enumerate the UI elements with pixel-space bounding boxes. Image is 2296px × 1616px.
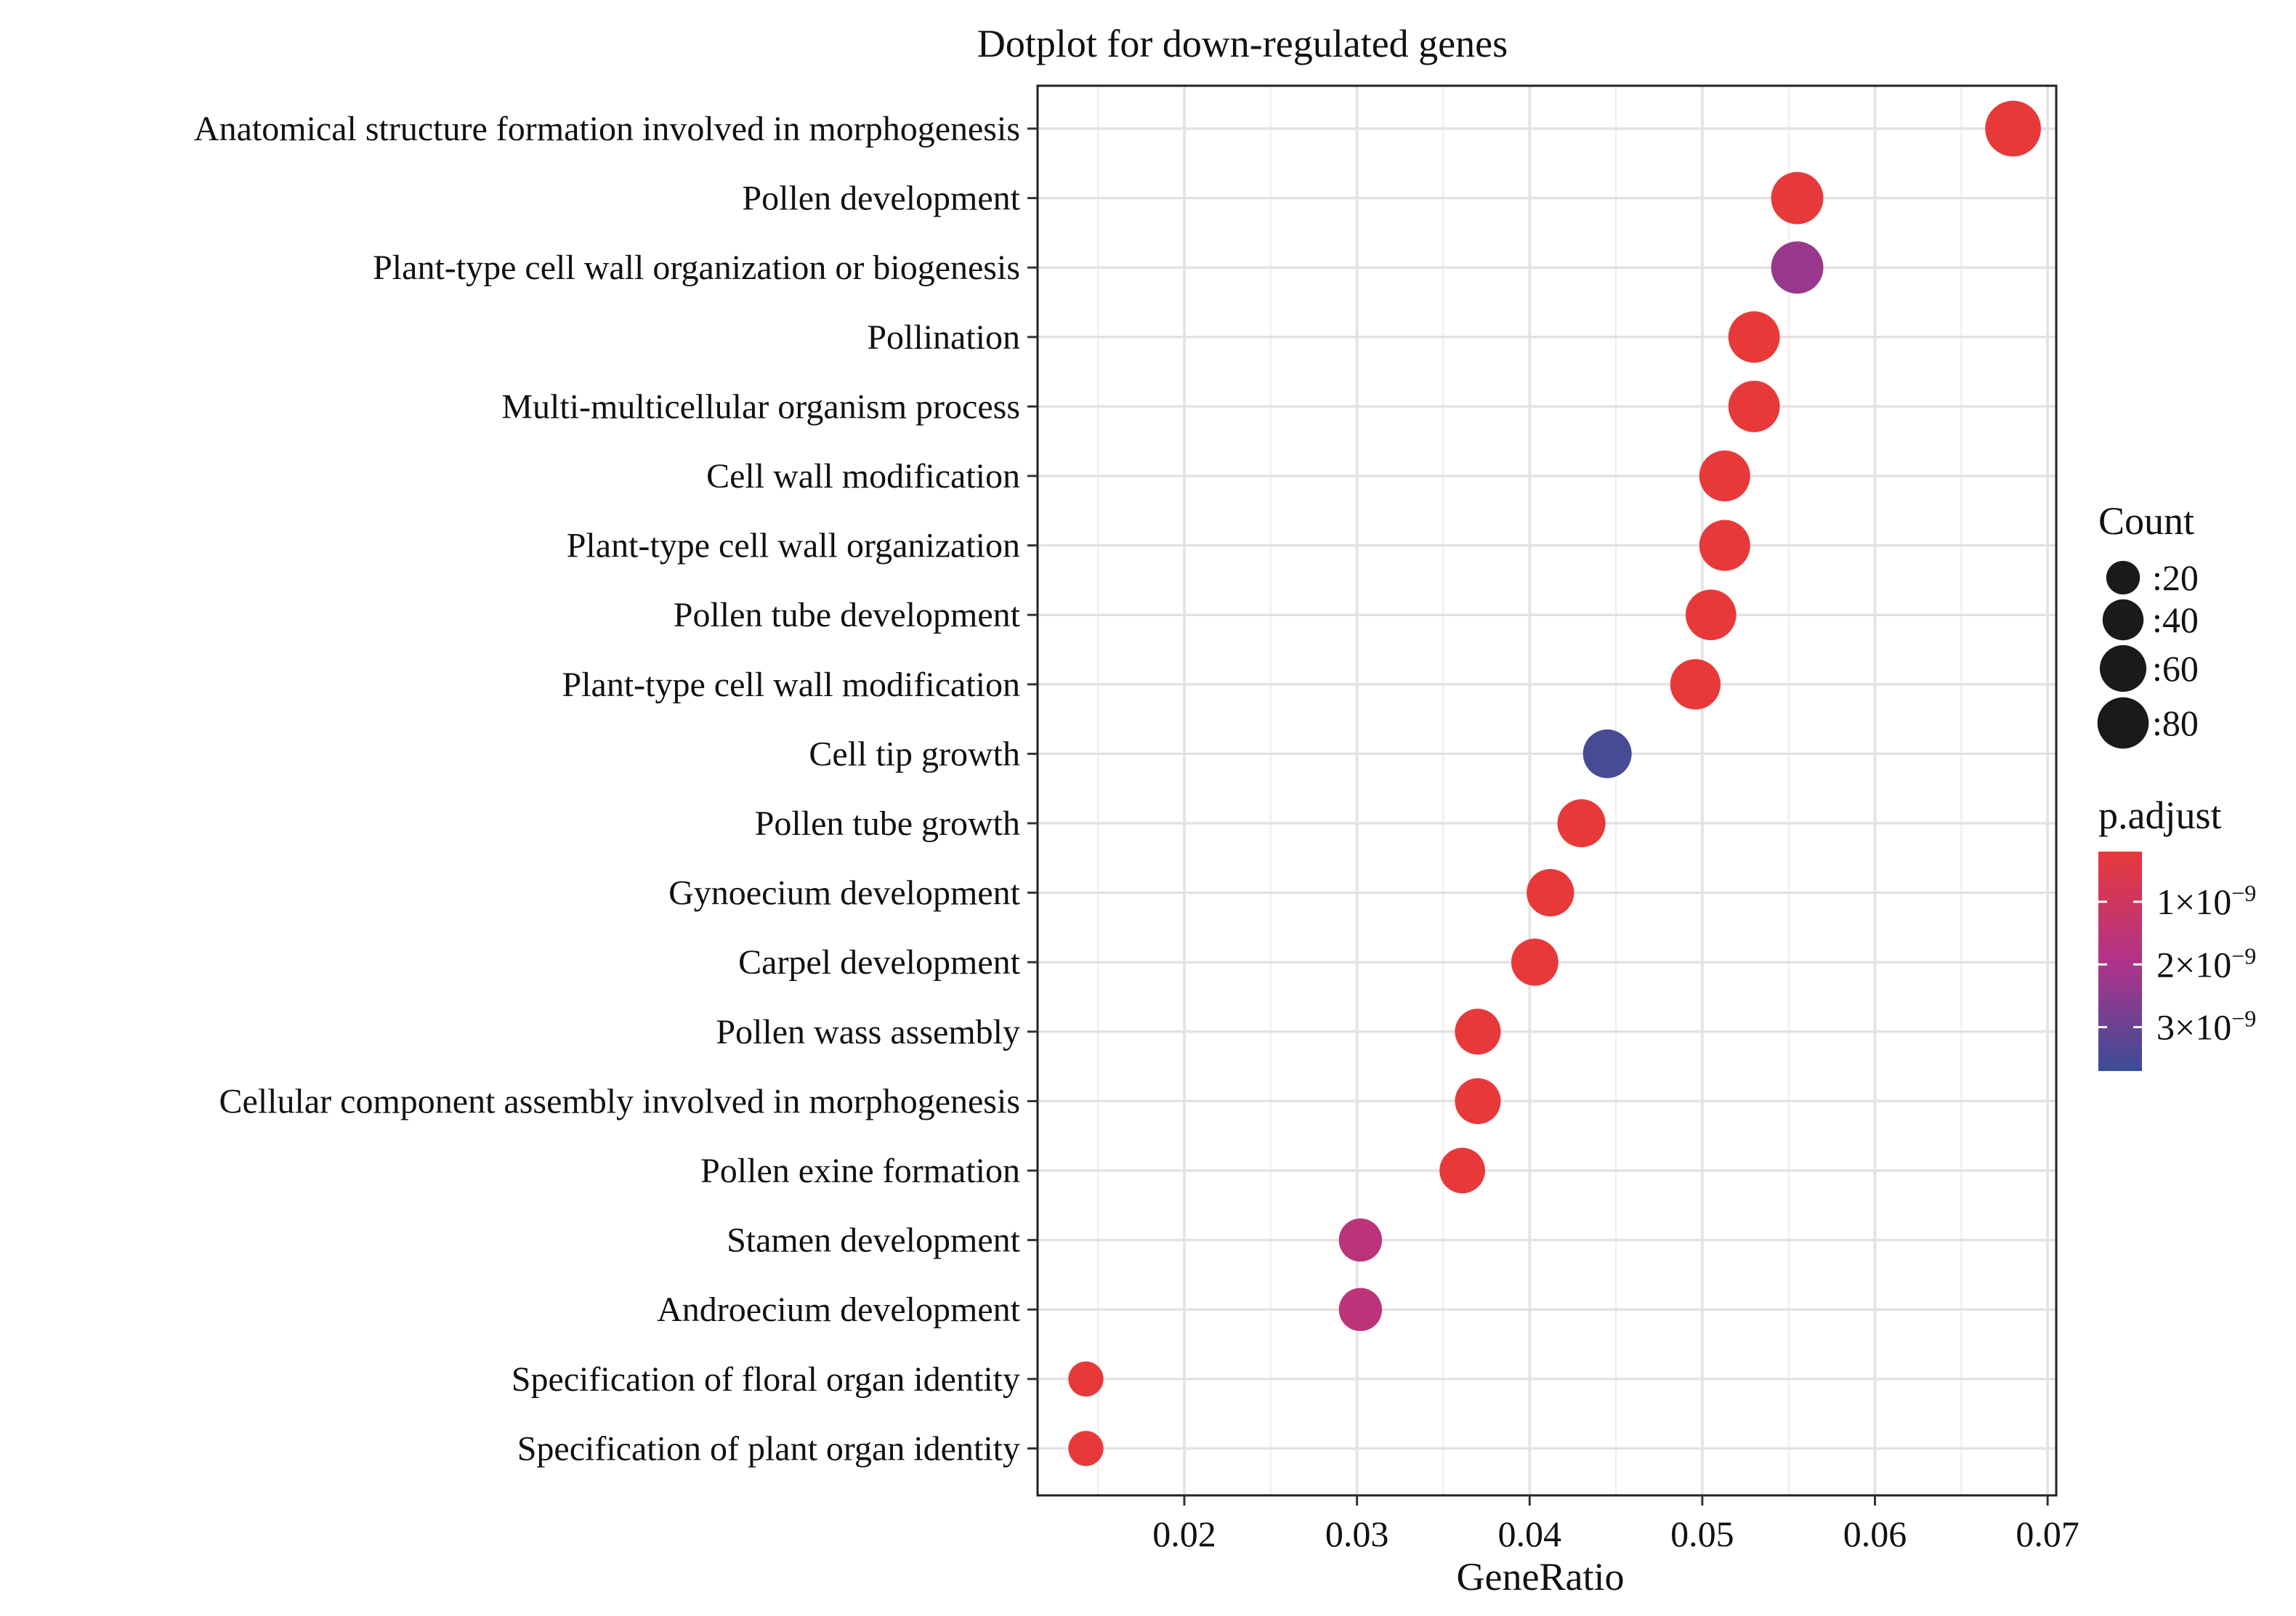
data-point bbox=[1699, 520, 1750, 571]
size-legend-key bbox=[2106, 560, 2141, 595]
data-point bbox=[1771, 241, 1824, 294]
data-point bbox=[1699, 450, 1750, 502]
color-legend-label-exponent: −9 bbox=[2231, 1006, 2256, 1032]
data-point bbox=[1338, 1288, 1383, 1331]
plot-panel-background bbox=[1038, 86, 2056, 1495]
y-tick-label: Specification of plant organ identity bbox=[517, 1429, 1020, 1468]
size-legend-title: Count bbox=[2098, 499, 2194, 543]
x-tick-label: 0.05 bbox=[1670, 1514, 1734, 1554]
y-tick-label: Plant-type cell wall organization bbox=[567, 527, 1020, 565]
y-tick-label: Cell wall modification bbox=[706, 457, 1020, 496]
size-legend-label: :80 bbox=[2152, 703, 2199, 743]
data-point bbox=[1455, 1009, 1501, 1055]
size-legend-key bbox=[2102, 599, 2144, 641]
size-legend-label: :60 bbox=[2152, 648, 2199, 689]
color-legend-label: 1×10−9 bbox=[2156, 880, 2256, 922]
size-legend-label: :40 bbox=[2152, 599, 2199, 640]
y-tick-label: Pollen development bbox=[742, 179, 1020, 218]
x-tick-label: 0.07 bbox=[2016, 1514, 2079, 1554]
data-point bbox=[1439, 1147, 1485, 1194]
x-axis-title: GeneRatio bbox=[1457, 1555, 1625, 1599]
y-tick-label: Pollen tube development bbox=[674, 596, 1021, 634]
data-point bbox=[1728, 311, 1780, 363]
x-tick-label: 0.03 bbox=[1325, 1514, 1389, 1554]
y-tick-label: Gynoecium development bbox=[668, 874, 1021, 913]
y-tick-label: Androecium development bbox=[657, 1290, 1021, 1329]
color-legend-bar bbox=[2098, 852, 2142, 1071]
y-tick-label: Plant-type cell wall organization or bio… bbox=[373, 249, 1020, 287]
y-tick-label: Pollen tube growth bbox=[755, 804, 1020, 843]
data-point bbox=[1557, 799, 1606, 848]
y-tick-label: Stamen development bbox=[727, 1221, 1021, 1260]
size-legend-label: :20 bbox=[2152, 557, 2199, 598]
data-point bbox=[1985, 100, 2041, 157]
y-tick-label: Plant-type cell wall modification bbox=[562, 666, 1021, 704]
x-tick-label: 0.04 bbox=[1497, 1514, 1561, 1554]
size-legend-key bbox=[2097, 697, 2149, 749]
x-tick-label: 0.06 bbox=[1843, 1514, 1907, 1554]
y-tick-label: Pollination bbox=[867, 318, 1020, 357]
color-legend-label: 2×10−9 bbox=[2156, 942, 2256, 985]
data-point bbox=[1511, 938, 1559, 986]
y-tick-label: Carpel development bbox=[738, 943, 1021, 982]
data-point bbox=[1527, 868, 1575, 917]
color-legend-label-mantissa: 1×10 bbox=[2156, 881, 2231, 922]
color-legend-title: p.adjust bbox=[2098, 793, 2222, 837]
chart-title: Dotplot for down-regulated genes bbox=[977, 22, 1508, 65]
data-point bbox=[1068, 1361, 1104, 1397]
color-legend-label-exponent: −9 bbox=[2231, 942, 2256, 969]
data-point bbox=[1685, 589, 1737, 641]
y-tick-label: Multi-multicellular organism process bbox=[501, 387, 1020, 426]
y-tick-label: Anatomical structure formation involved … bbox=[194, 110, 1020, 148]
y-tick-label: Cell tip growth bbox=[809, 735, 1020, 773]
data-point bbox=[1771, 171, 1824, 225]
data-point bbox=[1670, 659, 1721, 710]
y-tick-label: Specification of floral organ identity bbox=[512, 1360, 1020, 1399]
y-tick-label: Pollen exine formation bbox=[700, 1152, 1020, 1190]
data-point bbox=[1582, 729, 1632, 778]
size-legend-key bbox=[2099, 645, 2147, 692]
plot-panel-border bbox=[1036, 84, 2058, 1497]
color-legend-label: 3×10−9 bbox=[2156, 1006, 2256, 1048]
data-point bbox=[1068, 1431, 1104, 1466]
y-tick-label: Cellular component assembly involved in … bbox=[219, 1082, 1020, 1120]
color-legend-label-mantissa: 3×10 bbox=[2156, 1007, 2231, 1048]
color-legend-label-mantissa: 2×10 bbox=[2156, 944, 2231, 985]
y-tick-label: Pollen wass assembly bbox=[716, 1013, 1020, 1051]
x-tick-label: 0.02 bbox=[1152, 1514, 1216, 1554]
data-point bbox=[1455, 1078, 1501, 1124]
color-legend-label-exponent: −9 bbox=[2231, 880, 2256, 906]
data-point bbox=[1338, 1218, 1383, 1262]
legend: Count:20:40:60:80p.adjust1×10−92×10−93×1… bbox=[2097, 499, 2256, 1071]
plot-area: Anatomical structure formation involved … bbox=[194, 84, 2079, 1554]
data-point bbox=[1728, 380, 1780, 432]
